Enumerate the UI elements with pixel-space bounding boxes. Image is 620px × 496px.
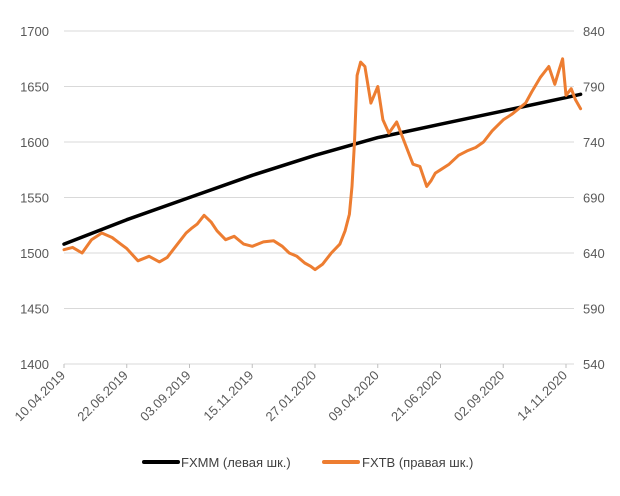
right-tick-label: 840: [583, 24, 605, 39]
x-tick-label: 02.09.2020: [451, 368, 508, 425]
right-tick-label: 790: [583, 80, 605, 95]
right-tick-label: 640: [583, 246, 605, 261]
left-tick-label: 1500: [20, 246, 49, 261]
right-tick-label: 590: [583, 302, 605, 317]
right-tick-label: 690: [583, 191, 605, 206]
x-tick-label: 15.11.2019: [200, 368, 256, 424]
left-tick-label: 1450: [20, 302, 49, 317]
x-tick-label: 27.01.2020: [262, 368, 319, 425]
right-tick-label: 740: [583, 135, 605, 150]
left-tick-label: 1400: [20, 357, 49, 372]
x-tick-label: 10.04.2019: [11, 368, 68, 425]
x-tick-label: 03.09.2019: [137, 368, 194, 425]
x-tick-label: 14.11.2020: [514, 368, 570, 424]
left-tick-label: 1650: [20, 80, 49, 95]
left-axis-ticks: 1400 1450 1500 1550 1600 1650 1700: [20, 24, 49, 372]
x-axis-ticks: 10.04.2019 22.06.2019 03.09.2019 15.11.2019…: [11, 364, 570, 424]
series-line-fxmm: [62, 92, 583, 246]
right-axis-ticks: 540 590 640 690 740 790 840: [583, 24, 605, 372]
x-tick-label: 21.06.2020: [388, 368, 445, 425]
legend: FXMM (левая шк.) FXTB (правая шк.): [142, 455, 473, 470]
left-tick-label: 1550: [20, 191, 49, 206]
x-tick-label: 09.04.2020: [325, 368, 382, 425]
series-line-fxtb: [62, 57, 583, 272]
gridlines: [64, 30, 574, 365]
left-tick-label: 1700: [20, 24, 49, 39]
legend-label-fxtb: FXTB (правая шк.): [362, 455, 473, 470]
left-tick-label: 1600: [20, 135, 49, 150]
right-tick-label: 540: [583, 357, 605, 372]
x-tick-label: 22.06.2019: [74, 368, 131, 425]
series-lines: [62, 57, 583, 272]
legend-label-fxmm: FXMM (левая шк.): [181, 455, 291, 470]
